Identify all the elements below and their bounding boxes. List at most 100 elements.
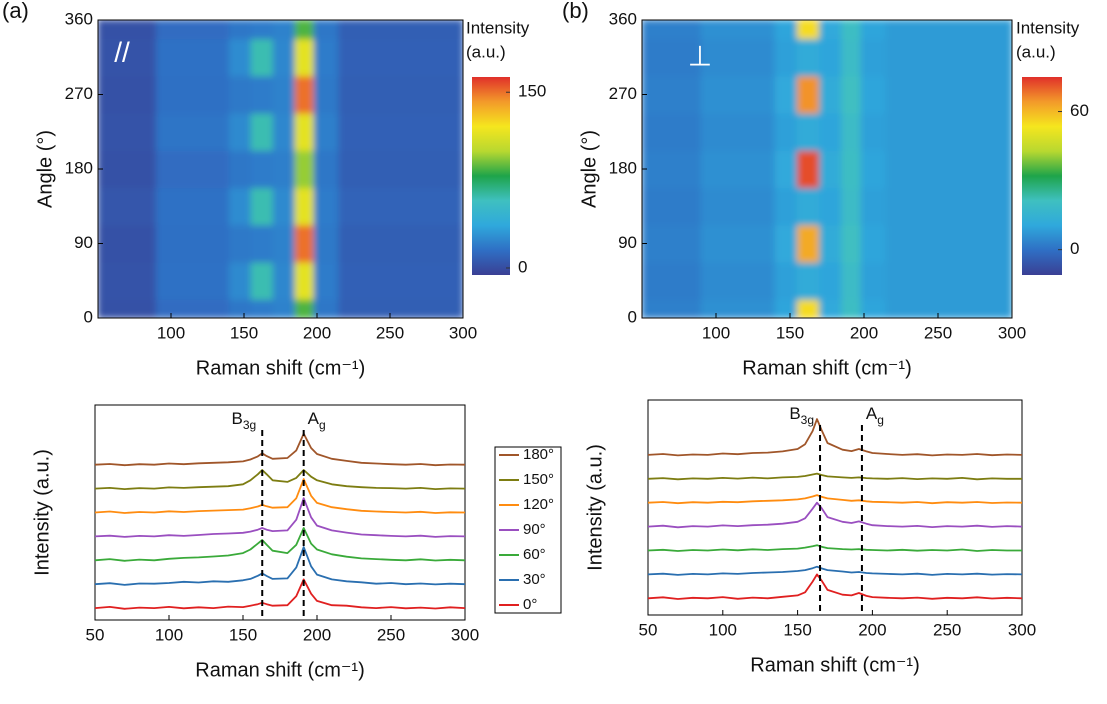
heat-cell xyxy=(228,298,252,318)
heat-cell xyxy=(338,298,463,318)
heat-cell xyxy=(272,149,296,189)
heat-cell xyxy=(841,75,862,114)
heat-cell xyxy=(796,298,821,318)
heat-cell xyxy=(155,261,230,300)
x-tick-label: 150 xyxy=(783,620,811,639)
heat-cell xyxy=(700,187,776,226)
heat-cell xyxy=(700,224,776,263)
heat-cell xyxy=(294,149,315,189)
x-tick-label: 100 xyxy=(702,323,730,342)
heat-cell xyxy=(642,298,702,318)
heat-cell xyxy=(338,261,463,300)
heat-cell xyxy=(155,112,230,151)
heat-cell xyxy=(885,187,1012,226)
heat-cell xyxy=(841,224,862,263)
peak-label-sub: 3g xyxy=(801,413,814,427)
heat-cell xyxy=(250,112,274,151)
heat-cell xyxy=(272,38,296,77)
heat-cell xyxy=(774,75,798,114)
heat-cell xyxy=(250,224,274,263)
peak-label: Ag xyxy=(308,409,326,432)
y-axis-title: Intensity (a.u.) xyxy=(584,444,606,571)
heat-cell xyxy=(700,149,776,189)
heat-cell xyxy=(313,20,340,40)
peak-label-main: B xyxy=(789,404,800,423)
peak-label: Ag xyxy=(866,404,884,427)
spectrum-line xyxy=(94,469,466,490)
heat-cell xyxy=(250,298,274,318)
heat-cell xyxy=(228,20,252,40)
x-axis-title: Raman shift (cm⁻¹) xyxy=(195,659,364,681)
heat-cell xyxy=(819,149,843,189)
peak-label-main: B xyxy=(232,409,243,428)
heat-cell xyxy=(860,261,887,300)
spectrum-line xyxy=(647,501,1023,529)
spectrum-line xyxy=(647,418,1023,457)
y-tick-label: 270 xyxy=(65,84,93,103)
heat-cell xyxy=(338,187,463,226)
heat-cell xyxy=(250,261,274,300)
heat-cell xyxy=(98,112,157,151)
polarization-label: // xyxy=(114,36,130,67)
heatmap-cells xyxy=(642,20,1012,318)
heat-cell xyxy=(294,75,315,114)
heat-cell xyxy=(155,149,230,189)
heat-cell xyxy=(294,38,315,77)
colorbar-title: Intensity xyxy=(466,18,530,37)
heat-cell xyxy=(885,38,1012,77)
spectrum-line xyxy=(94,497,466,538)
plot-frame xyxy=(647,399,1023,616)
heat-cell xyxy=(250,38,274,77)
y-axis-title: Angle (°) xyxy=(34,130,56,208)
heat-cell xyxy=(228,224,252,263)
heat-cell xyxy=(819,224,843,263)
x-tick-label: 100 xyxy=(157,323,185,342)
y-tick-label: 0 xyxy=(84,307,93,326)
heat-cell xyxy=(228,187,252,226)
heat-cell xyxy=(700,261,776,300)
x-tick-label: 200 xyxy=(303,625,331,644)
heat-cell xyxy=(885,112,1012,151)
heat-cell xyxy=(155,38,230,77)
heat-cell xyxy=(860,149,887,189)
legend-label: 30° xyxy=(523,571,546,588)
legend-label: 180° xyxy=(523,446,554,463)
x-tick-label: 150 xyxy=(776,323,804,342)
legend-label: 120° xyxy=(523,496,554,513)
heat-cell xyxy=(885,75,1012,114)
spectrum-line xyxy=(94,578,466,610)
heat-cell xyxy=(98,224,157,263)
x-axis-title: Raman shift (cm⁻¹) xyxy=(196,357,365,379)
y-tick-label: 360 xyxy=(609,9,637,28)
heat-cell xyxy=(700,20,776,40)
heat-cell xyxy=(338,224,463,263)
heat-cell xyxy=(841,38,862,77)
legend-label: 150° xyxy=(523,471,554,488)
heat-cell xyxy=(313,149,340,189)
x-tick-label: 200 xyxy=(850,323,878,342)
heat-cell xyxy=(642,187,702,226)
heat-cell xyxy=(796,187,821,226)
y-tick-label: 180 xyxy=(65,158,93,177)
heat-cell xyxy=(796,149,821,189)
panel-label: (b) xyxy=(562,0,589,23)
spectrum-line xyxy=(647,544,1022,552)
peak-label-main: A xyxy=(866,404,878,423)
heat-cell xyxy=(272,75,296,114)
heat-cell xyxy=(338,75,463,114)
heat-cell xyxy=(272,261,296,300)
heat-cell xyxy=(819,75,843,114)
heat-cell xyxy=(98,149,157,189)
spectrum-line xyxy=(94,546,466,586)
heat-cell xyxy=(700,75,776,114)
heat-cell xyxy=(294,298,315,318)
heat-cell xyxy=(860,75,887,114)
spectrum-line xyxy=(94,527,466,562)
heat-cell xyxy=(796,224,821,263)
spectrum-line xyxy=(647,472,1022,481)
heat-cell xyxy=(250,149,274,189)
x-tick-label: 300 xyxy=(451,625,479,644)
heat-cell xyxy=(841,261,862,300)
heat-cell xyxy=(796,112,821,151)
heat-cell xyxy=(642,38,702,77)
